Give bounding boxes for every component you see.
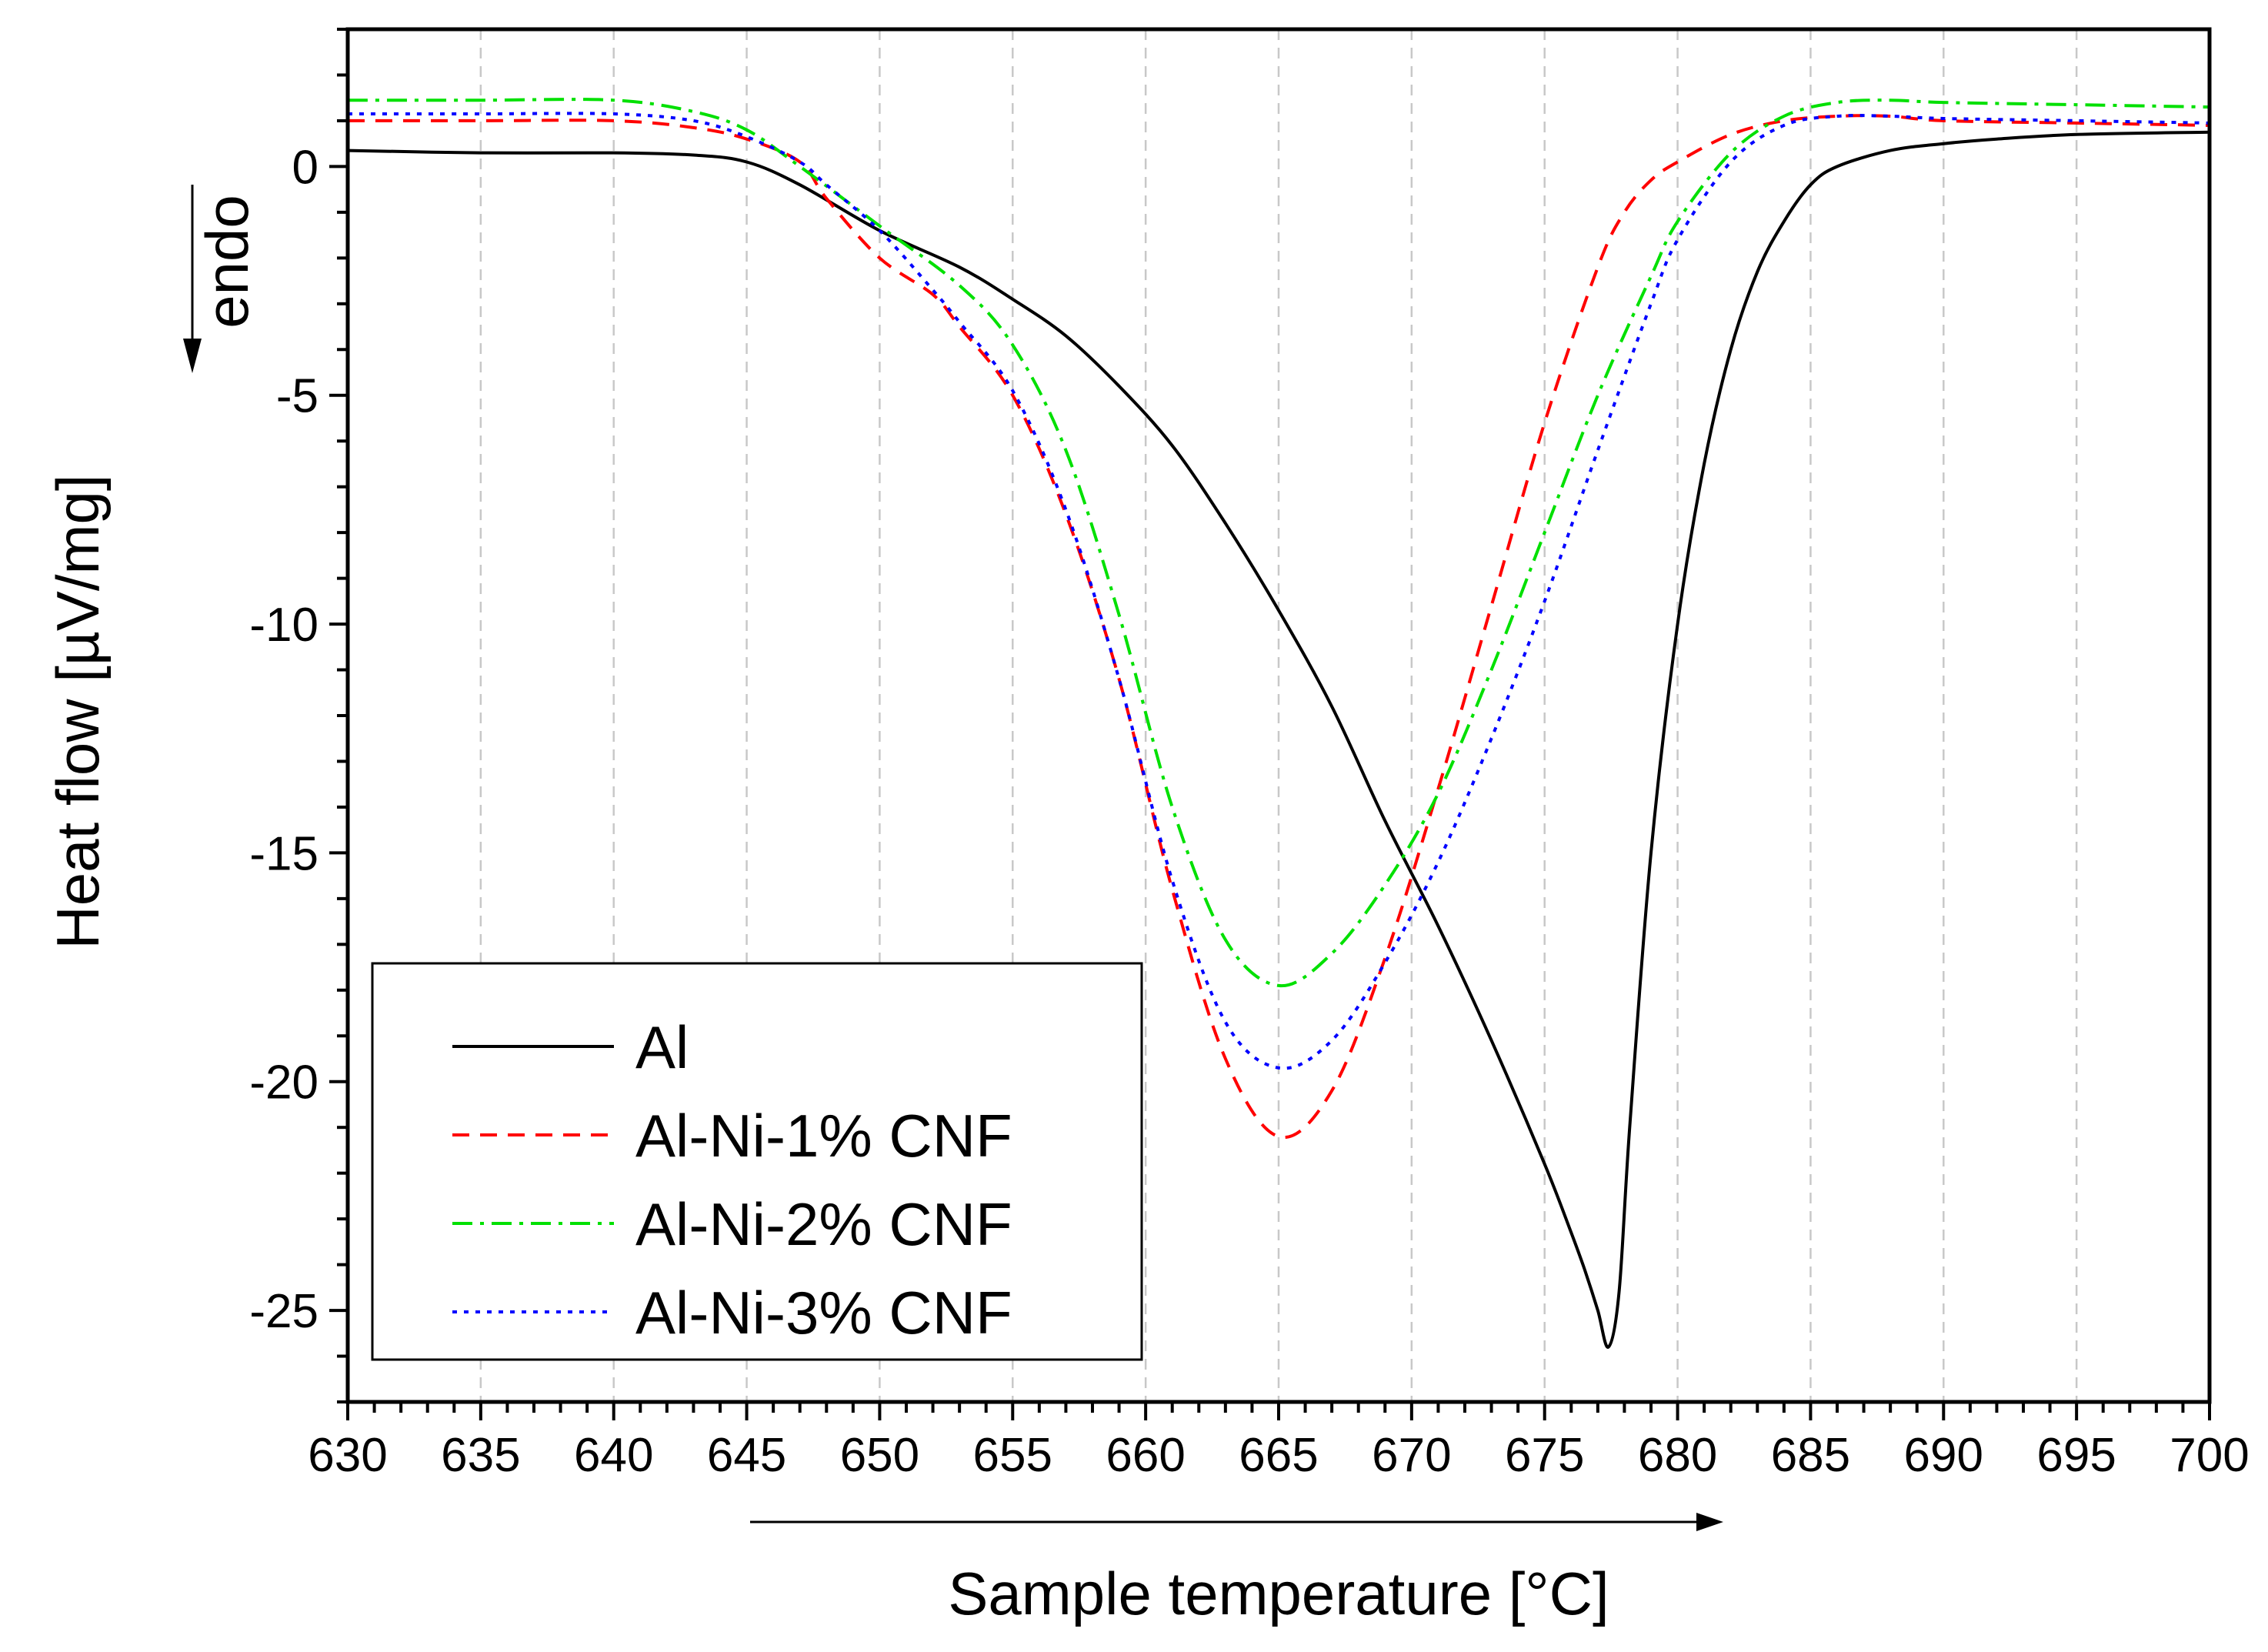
x-tick-label: 695 <box>2036 1429 2116 1482</box>
x-tick-label: 690 <box>1904 1429 1983 1482</box>
series-line-1 <box>347 130 2210 1349</box>
y-tick-label: -5 <box>276 370 319 423</box>
x-tick-label: 645 <box>707 1429 786 1482</box>
legend-box <box>371 962 1143 1361</box>
x-tick-label: 685 <box>1771 1429 1850 1482</box>
x-tick-label: 665 <box>1239 1429 1318 1482</box>
y-tick-label: 0 <box>292 141 319 194</box>
x-tick-label: 635 <box>441 1429 520 1482</box>
legend-label-1: Al <box>635 1013 689 1081</box>
legend-items: Al Al-Ni-1% CNF Al-Ni-2% CNF Al-Ni-3% CNF <box>452 1013 1012 1347</box>
axis-ticks <box>329 28 2211 1420</box>
x-tick-label: 650 <box>840 1429 919 1482</box>
x-tick-label: 675 <box>1505 1429 1584 1482</box>
x-tick-label: 670 <box>1372 1429 1451 1482</box>
y-tick-label: -25 <box>249 1285 319 1338</box>
endo-label: endo <box>193 195 261 329</box>
x-tick-label: 630 <box>308 1429 387 1482</box>
x-tick-label: 700 <box>2170 1429 2249 1482</box>
y-tick-label: -20 <box>249 1056 319 1110</box>
y-tick-label: -10 <box>249 599 319 652</box>
legend-label-4: Al-Ni-3% CNF <box>635 1279 1012 1347</box>
x-axis-title: Sample temperature [°C] <box>948 1560 1609 1627</box>
x-tick-label: 660 <box>1106 1429 1185 1482</box>
x-tick-label: 640 <box>574 1429 653 1482</box>
x-direction-arrow-head <box>1696 1513 1723 1531</box>
legend-label-3: Al-Ni-2% CNF <box>635 1190 1012 1258</box>
endo-arrow-head <box>183 339 202 373</box>
tick-labels: 630 635 640 645 650 655 660 665 670 675 680 685 690 6… <box>249 141 2249 1482</box>
legend: Al Al-Ni-1% CNF Al-Ni-2% CNF Al-Ni-3% CNF <box>371 962 1143 1361</box>
series-group <box>347 98 2210 1349</box>
x-tick-label: 680 <box>1638 1429 1717 1482</box>
x-tick-label: 655 <box>973 1429 1052 1482</box>
series-line-3 <box>348 98 2210 988</box>
y-axis-title: Heat flow [µV/mg] <box>44 474 112 949</box>
legend-label-2: Al-Ni-1% CNF <box>635 1102 1012 1170</box>
y-tick-label: -15 <box>249 827 319 880</box>
